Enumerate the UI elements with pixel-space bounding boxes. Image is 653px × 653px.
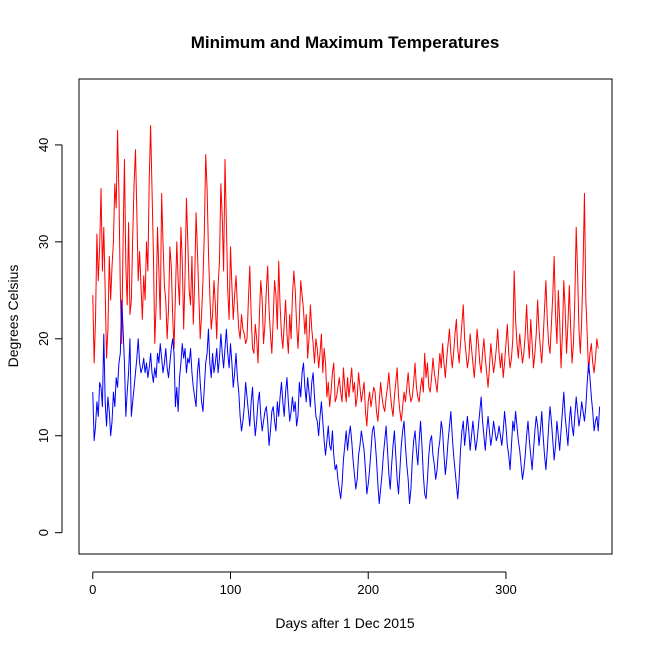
y-axis: 0 10 20 30 40 (36, 138, 63, 536)
y-tick-label: 10 (36, 429, 51, 443)
x-tick-label: 300 (495, 582, 517, 597)
x-tick-label: 0 (89, 582, 96, 597)
y-tick-label: 0 (36, 529, 51, 536)
y-tick-label: 30 (36, 235, 51, 249)
y-tick-label: 20 (36, 332, 51, 346)
x-axis: 0 100 200 300 (89, 571, 517, 597)
y-tick-label: 40 (36, 138, 51, 152)
series-line-red (92, 125, 599, 427)
x-tick-label: 200 (357, 582, 379, 597)
x-axis-label: Days after 1 Dec 2015 (275, 615, 415, 631)
x-tick-label: 100 (220, 582, 242, 597)
y-axis-label: Degrees Celsius (5, 265, 21, 368)
series-group (92, 125, 601, 505)
plot-frame (78, 78, 613, 555)
series-line-blue (92, 299, 601, 505)
chart-title: Minimum and Maximum Temperatures (191, 33, 500, 52)
